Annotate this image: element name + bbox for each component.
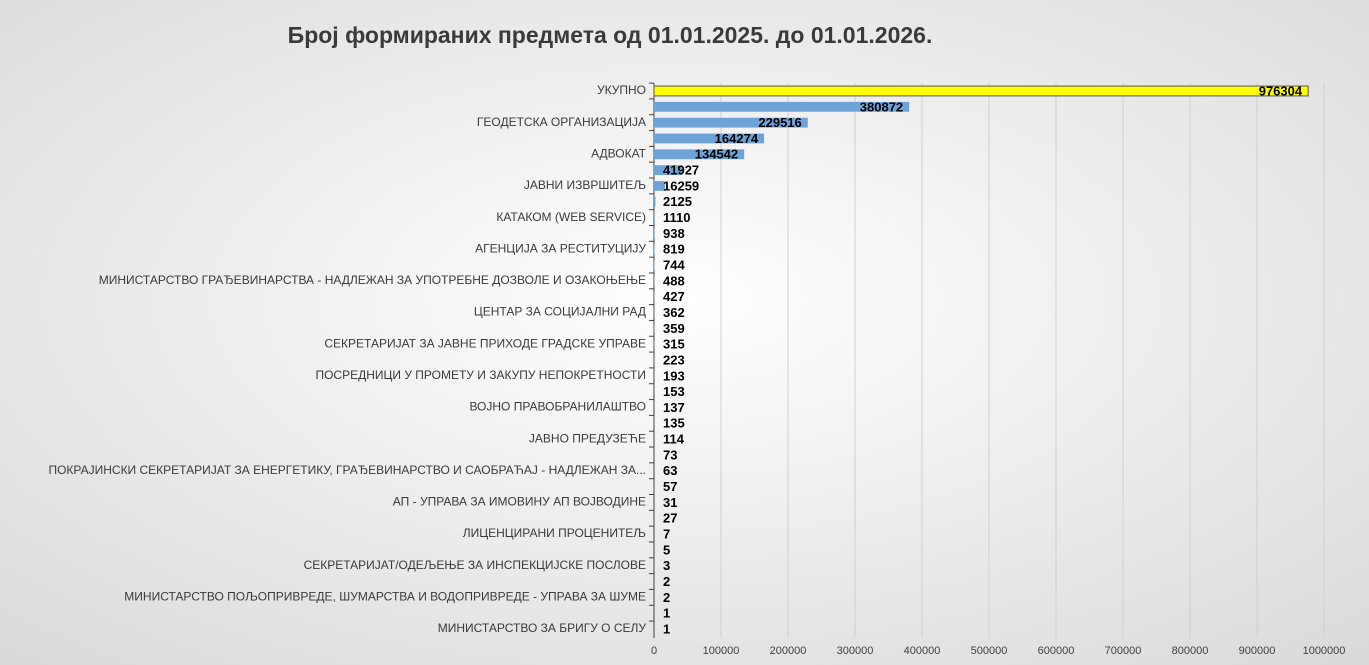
y-tick-label: МИНИСТАРСТВО ЗА БРИГУ О СЕЛУ: [438, 621, 647, 635]
bar: [654, 149, 745, 160]
value-label: 31: [663, 495, 677, 510]
value-label: 819: [663, 242, 685, 257]
x-tick-label: 800000: [1172, 645, 1209, 657]
value-label: 137: [663, 400, 685, 415]
y-tick-label: ПОСРЕДНИЦИ У ПРОМЕТУ И ЗАКУПУ НЕПОКРЕТНО…: [315, 368, 646, 382]
value-label: 114: [663, 432, 685, 447]
value-label: 223: [663, 352, 685, 367]
bar: [654, 117, 808, 128]
y-tick-label: КАТАКОМ (WEB SERVICE): [496, 210, 646, 224]
value-label: 1: [663, 621, 670, 636]
value-label: 1110: [663, 210, 691, 225]
bar: [653, 85, 1309, 97]
y-tick-label: СЕКРЕТАРИЈАТ ЗА ЈАВНЕ ПРИХОДЕ ГРАДСКЕ УП…: [324, 336, 646, 350]
x-tick-label: 300000: [837, 645, 874, 657]
value-label: 488: [663, 273, 685, 288]
x-tick-label: 0: [651, 645, 657, 657]
bar: [654, 212, 655, 223]
bar: [654, 196, 656, 207]
x-tick-label: 1000000: [1303, 645, 1346, 657]
y-tick-label: ЈАВНИ ИЗВРШИТЕЉ: [524, 178, 646, 192]
value-label: 2: [663, 574, 670, 589]
bar: [654, 181, 665, 191]
value-label: 7: [663, 526, 670, 541]
x-tick-label: 600000: [1038, 645, 1075, 657]
value-label: 5: [663, 542, 670, 557]
value-label: 3: [663, 558, 670, 573]
y-tick-label: АГЕНЦИЈА ЗА РЕСТИТУЦИЈУ: [475, 241, 646, 255]
y-tick-label: ЛИЦЕНЦИРАНИ ПРОЦЕНИТЕЉ: [463, 526, 647, 540]
y-tick-label: МИНИСТАРСТВО ГРАЂЕВИНАРСТВА - НАДЛЕЖАН З…: [99, 273, 646, 287]
value-label: 427: [663, 289, 685, 304]
value-label: 359: [663, 321, 685, 336]
bar: [654, 228, 655, 239]
value-label: 63: [663, 463, 677, 478]
chart-title: Број формираних предмета од 01.01.2025. …: [288, 22, 933, 48]
x-tick-label: 700000: [1105, 645, 1142, 657]
value-label: 73: [663, 447, 677, 462]
value-label: 164274: [715, 131, 759, 146]
value-label: 938: [663, 226, 685, 241]
value-label: 744: [663, 257, 685, 272]
value-label: 135: [663, 416, 685, 431]
x-tick-label: 400000: [904, 645, 941, 657]
y-tick-label: УКУПНО: [597, 83, 646, 97]
y-tick-label: ЦЕНТАР ЗА СОЦИЈАЛНИ РАД: [474, 305, 646, 319]
y-tick-label: АП - УПРАВА ЗА ИМОВИНУ АП ВОЈВОДИНЕ: [393, 495, 646, 509]
x-tick-label: 500000: [971, 645, 1008, 657]
y-tick-label: ПОКРАЈИНСКИ СЕКРЕТАРИЈАТ ЗА ЕНЕРГЕТИКУ, …: [48, 463, 646, 477]
value-label: 41927: [663, 163, 699, 178]
value-label: 362: [663, 305, 685, 320]
value-label: 193: [663, 368, 685, 383]
y-tick-label: ВОЈНО ПРАВОБРАНИЛАШТВО: [469, 400, 646, 414]
value-label: 153: [663, 384, 685, 399]
y-tick-label: СЕКРЕТАРИЈАТ/ОДЕЉЕЊЕ ЗА ИНСПЕКЦИЈСКЕ ПОС…: [304, 558, 646, 572]
value-label: 2: [663, 590, 670, 605]
value-label: 315: [663, 337, 685, 352]
value-label: 229516: [758, 115, 801, 130]
y-tick-label: АДВОКАТ: [591, 146, 647, 160]
value-label: 57: [663, 479, 677, 494]
value-label: 380872: [860, 99, 903, 114]
bar: [654, 165, 683, 176]
x-tick-label: 900000: [1239, 645, 1276, 657]
y-tick-label: МИНИСТАРСТВО ПОЉОПРИВРЕДЕ, ШУМАРСТВА И В…: [124, 590, 646, 604]
y-tick-label: ГЕОДЕТСКА ОРГАНИЗАЦИЈА: [477, 115, 646, 129]
value-label: 16259: [663, 178, 699, 193]
value-label: 976304: [1259, 83, 1303, 98]
bar: [654, 101, 910, 112]
bar: [654, 133, 765, 144]
value-label: 1: [663, 606, 670, 621]
value-label: 27: [663, 511, 677, 526]
x-tick-label: 200000: [770, 645, 807, 657]
value-label: 2125: [663, 194, 692, 209]
bar: [654, 244, 655, 255]
value-label: 134542: [695, 147, 738, 162]
x-tick-label: 100000: [703, 645, 740, 657]
y-tick-label: ЈАВНО ПРЕДУЗЕЋЕ: [529, 431, 646, 445]
